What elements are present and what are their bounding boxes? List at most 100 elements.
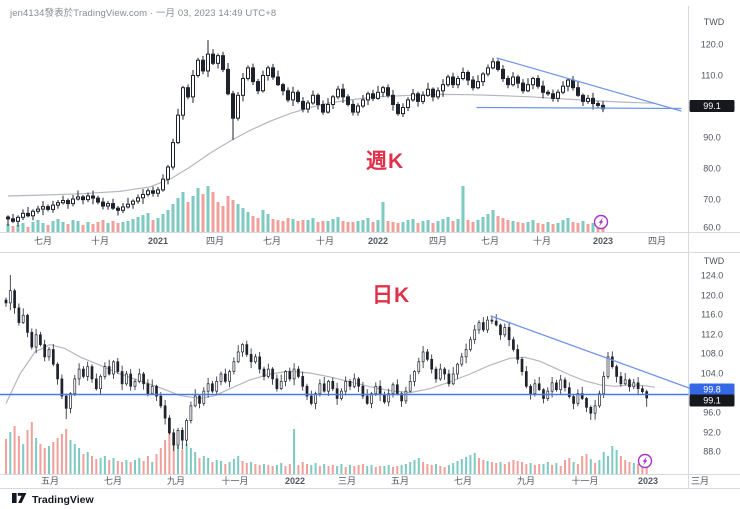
- tradingview-brand-text: TradingView: [32, 494, 94, 506]
- candle-up: [181, 87, 185, 116]
- candle-down: [348, 381, 352, 387]
- volume-bar: [391, 222, 395, 232]
- volume-bar: [439, 466, 442, 474]
- candle-up: [318, 383, 322, 394]
- candle-up: [61, 200, 65, 204]
- volume-bar: [251, 216, 255, 232]
- volume-bar: [546, 462, 549, 474]
- volume-bar: [9, 432, 12, 474]
- candle-up: [417, 361, 421, 372]
- horizontal-line[interactable]: [476, 106, 682, 110]
- candle-down: [546, 91, 550, 95]
- volume-bar: [81, 225, 85, 232]
- candle-down: [572, 396, 575, 404]
- weekly-chart-panel[interactable]: [6, 40, 682, 232]
- price-tick-label: 112.0: [701, 329, 723, 339]
- flash-icon[interactable]: [593, 214, 609, 230]
- candle-down: [537, 383, 541, 391]
- volume-bar: [31, 222, 35, 232]
- volume-bar: [331, 219, 335, 232]
- volume-bar: [256, 218, 260, 232]
- volume-bar: [531, 220, 535, 232]
- volume-bar: [108, 460, 111, 474]
- descending-trendline[interactable]: [496, 57, 682, 112]
- volume-bar: [232, 459, 235, 474]
- candle-up: [106, 203, 110, 207]
- candle-up: [593, 405, 597, 414]
- volume-bar: [198, 458, 201, 474]
- volume-bar: [161, 214, 165, 232]
- volume-bar: [585, 454, 588, 474]
- volume-bar: [526, 222, 530, 232]
- volume-bar: [318, 466, 321, 474]
- volume-bar: [379, 466, 382, 474]
- price-tick-label: 70.0: [703, 194, 721, 204]
- candle-up: [387, 393, 391, 403]
- candle-up: [76, 196, 80, 200]
- weekly-time-axis[interactable]: 七月 十月 2021 四月 七月 十月 2022 四月 七月 十月 2023 四月: [34, 235, 666, 246]
- candle-up: [21, 314, 25, 323]
- volume-bar: [116, 461, 119, 474]
- candle-down: [301, 376, 305, 387]
- volume-bar: [276, 220, 280, 232]
- volume-bar: [125, 460, 128, 474]
- candle-up: [193, 395, 197, 407]
- volume-bar: [392, 467, 394, 474]
- candle-up: [361, 99, 365, 107]
- candle-down: [43, 344, 47, 358]
- time-tick-label: 2022: [368, 236, 388, 246]
- candle-up: [112, 361, 115, 375]
- volume-bar: [271, 466, 274, 474]
- volume-bar: [280, 463, 283, 474]
- volume-bar: [69, 440, 72, 474]
- volume-bar: [261, 210, 265, 232]
- tradingview-footer-link[interactable]: TradingView: [12, 491, 94, 509]
- candle-up: [391, 384, 395, 394]
- time-tick-label: 十一月: [571, 475, 598, 486]
- candle-down: [301, 100, 305, 110]
- volume-bar: [41, 223, 45, 232]
- candle-up: [336, 88, 340, 98]
- candle-up: [436, 90, 440, 98]
- volume-bar: [43, 448, 46, 474]
- candle-up: [73, 378, 77, 394]
- volume-bar: [39, 444, 42, 474]
- candle-up: [241, 78, 245, 96]
- candle-up: [189, 405, 193, 421]
- volume-bar: [326, 221, 330, 232]
- weekly-price-axis[interactable]: 120.0 110.0 90.0 80.0 70.0 60.0 99.1: [689, 39, 735, 232]
- volume-bar: [431, 223, 435, 232]
- time-tick-label: 三月: [691, 476, 709, 486]
- volume-bar: [641, 465, 644, 474]
- daily-time-axis[interactable]: 五月 七月 九月 十一月 2022 三月 五月 七月 九月 十一月 2023 三月: [41, 475, 709, 486]
- candle-up: [71, 198, 75, 205]
- daily-chart-panel[interactable]: [0, 275, 690, 474]
- candle-down: [26, 314, 29, 333]
- volume-bar: [231, 200, 235, 232]
- candle-down: [321, 103, 325, 113]
- daily-price-axis[interactable]: 124.0 120.0 116.0 112.0 108.0 104.0 96.0 92.0 88…: [689, 270, 735, 456]
- candle-up: [216, 55, 220, 64]
- volume-bar: [52, 442, 55, 474]
- volume-bar: [96, 222, 100, 232]
- candle-down: [541, 85, 545, 93]
- volume-bar: [353, 466, 356, 474]
- candle-down: [346, 96, 350, 105]
- candle-down: [151, 190, 155, 194]
- volume-bars: [6, 186, 605, 232]
- candle-up: [47, 349, 51, 358]
- volume-bar: [371, 222, 375, 232]
- volume-bar: [226, 196, 230, 232]
- candle-down: [434, 368, 438, 380]
- volume-bar: [126, 221, 130, 232]
- volume-bar: [361, 220, 365, 232]
- descending-trendline[interactable]: [490, 315, 690, 389]
- volume-bar: [116, 223, 120, 232]
- time-tick-label: 七月: [104, 476, 122, 486]
- volume-bar: [469, 455, 472, 474]
- volume-bar: [495, 463, 498, 474]
- candle-down: [146, 383, 150, 394]
- price-badge-bg: [689, 100, 735, 112]
- candle-down: [94, 378, 98, 390]
- flash-icon[interactable]: [637, 453, 653, 469]
